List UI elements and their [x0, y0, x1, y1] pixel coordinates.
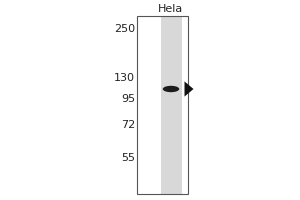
Polygon shape: [184, 81, 194, 97]
Text: Hela: Hela: [158, 4, 183, 14]
Text: 55: 55: [121, 153, 135, 163]
Text: 95: 95: [121, 94, 135, 104]
Text: 72: 72: [121, 120, 135, 130]
Ellipse shape: [163, 86, 179, 92]
Text: 130: 130: [114, 73, 135, 83]
Text: 250: 250: [114, 24, 135, 34]
Bar: [136, 16, 188, 194]
Bar: [160, 16, 182, 194]
